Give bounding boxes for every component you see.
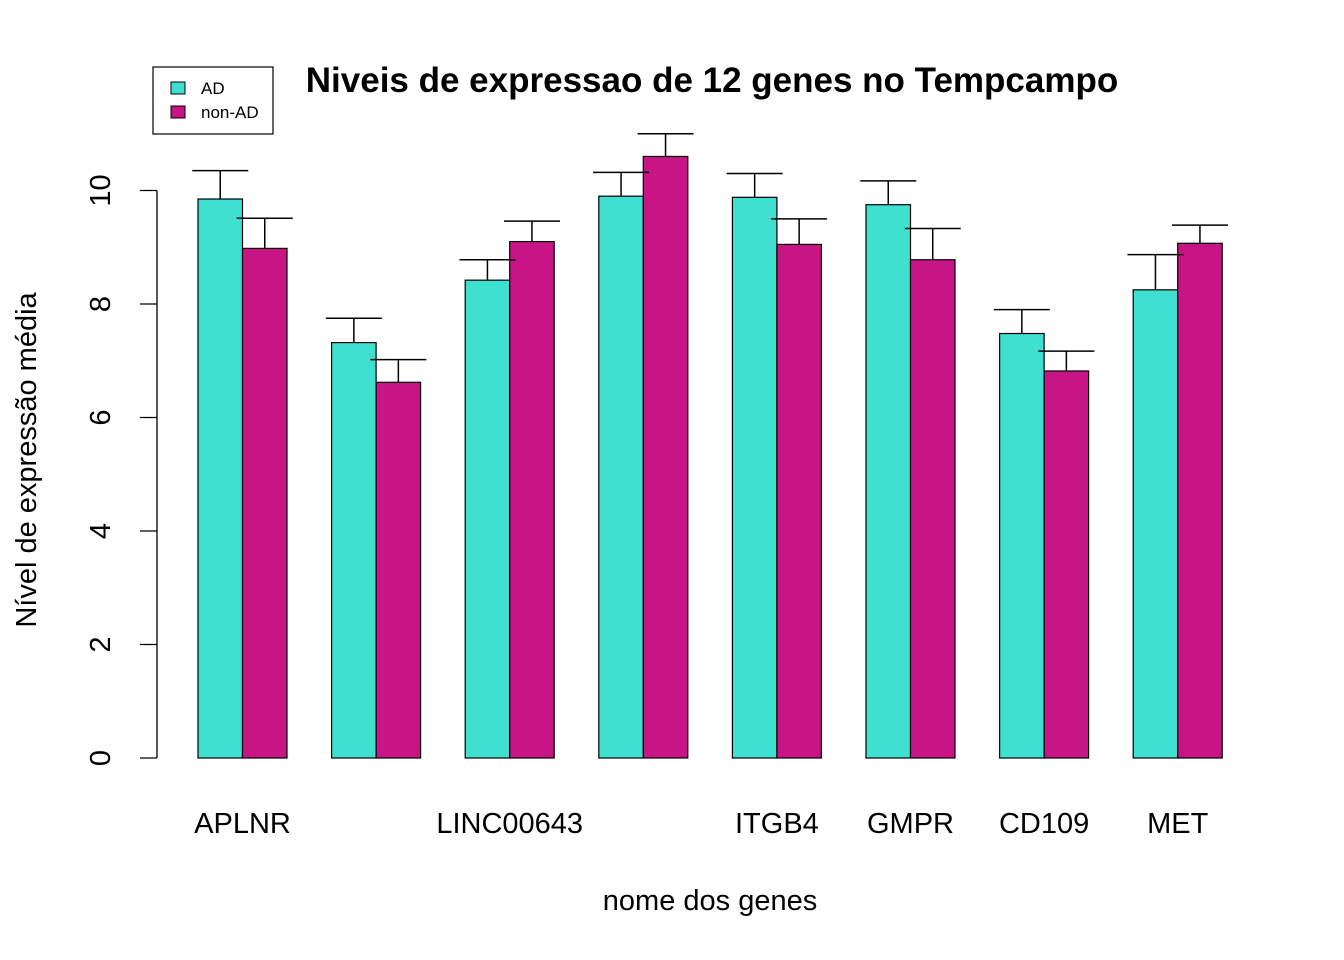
bar-non-ad [909,259,956,759]
bar-non-ad [509,240,555,759]
category-label: GMPR [867,808,954,840]
legend: AD non-AD [152,66,274,135]
bar-non-ad [375,381,422,759]
bar-ad [731,196,778,759]
bar-ad [598,195,644,759]
bar-non-ad [1043,370,1090,759]
category-labels-group: APLNR LINC00643 ITGB4 GMPR CD109 MET [194,808,1208,840]
legend-label: non-AD [201,103,259,122]
bar-non-ad [241,247,288,759]
category-label: ITGB4 [735,808,819,840]
legend-swatch [170,105,186,119]
bar-non-ad [776,243,823,759]
chart-title: Niveis de expressao de 12 genes no Tempc… [306,61,1118,100]
legend-box [152,66,274,135]
bar-non-ad [1177,242,1223,759]
error-bars-group [192,133,1228,383]
category-label: MET [1147,808,1209,840]
bar-ad [998,332,1045,759]
y-tick-label: 2 [85,636,117,652]
y-axis: 0 2 4 6 8 10 [85,174,158,766]
y-axis-label: Nível de expressão média [11,291,43,627]
bars-group [197,155,1223,759]
category-label: CD109 [999,808,1089,840]
legend-label: AD [201,79,225,98]
bar-ad [331,341,377,759]
y-tick-label: 8 [85,296,117,312]
bar-ad [1132,289,1179,759]
y-tick-label: 0 [85,750,117,766]
bar-non-ad [642,155,689,759]
bar-ad [197,198,244,759]
x-axis-label: nome dos genes [603,885,817,917]
category-label: APLNR [194,808,291,840]
y-tick-label: 6 [85,409,117,425]
category-label: LINC00643 [436,808,583,840]
bar-ad [464,279,511,759]
y-tick-label: 10 [85,174,117,206]
legend-swatch [170,81,186,95]
y-tick-label: 4 [85,523,117,539]
bar-ad [865,204,912,759]
